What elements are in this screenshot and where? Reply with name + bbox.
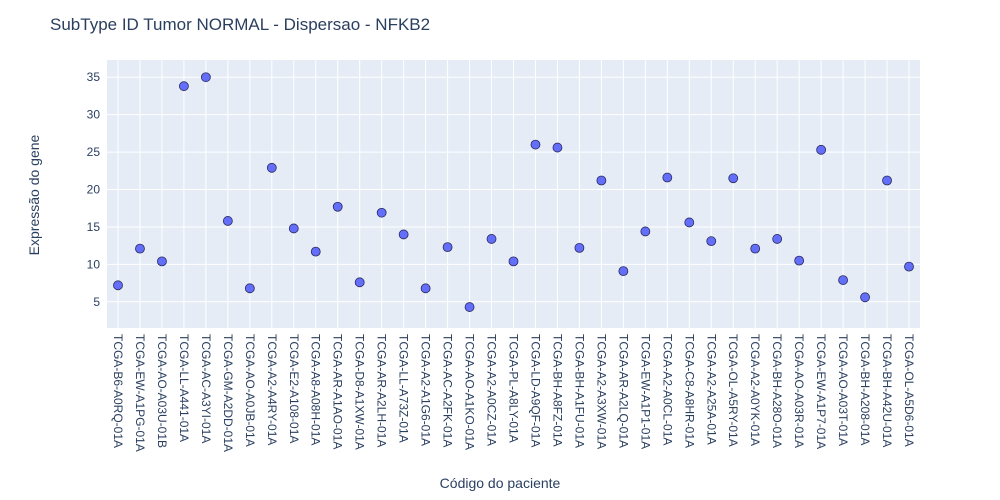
data-point (772, 234, 783, 244)
y-tick-label: 5 (93, 295, 100, 309)
x-tick-label: TCGA-AO-A03T-01A (836, 334, 850, 446)
data-point (530, 139, 541, 150)
data-point (222, 216, 233, 226)
x-tick-label: TCGA-LL-A73Z-01A (397, 334, 411, 443)
x-tick-label: TCGA-BH-A1FU-01A (572, 334, 586, 448)
x-tick-label: TCGA-E2-A108-01A (287, 334, 301, 443)
x-tick-label: TCGA-A2-A0CL-01A (660, 334, 674, 445)
data-point (794, 255, 805, 266)
data-point (684, 217, 695, 228)
x-tick-label: TCGA-GM-A2DD-01A (221, 334, 235, 452)
x-tick-label: TCGA-AC-A3YI-01A (199, 334, 213, 443)
x-tick-label: TCGA-AR-A2LQ-01A (616, 334, 630, 448)
data-point (288, 223, 299, 234)
x-tick-label: TCGA-A8-A08H-01A (309, 334, 323, 445)
x-tick-label: TCGA-A2-A4RY-01A (265, 334, 279, 445)
data-point (135, 243, 145, 254)
x-tick-label: TCGA-AC-A2FK-01A (441, 334, 455, 447)
data-point (750, 243, 761, 254)
x-tick-label: TCGA-C8-A8HR-01A (682, 334, 696, 448)
data-point (860, 292, 870, 303)
x-tick-label: TCGA-BH-A208-01A (858, 334, 872, 445)
y-tick-label: 15 (87, 220, 101, 234)
x-tick-label: TCGA-AO-A03R-01A (792, 334, 806, 448)
x-tick-label: TCGA-PL-A8LY-01A (507, 334, 521, 443)
x-tick-label: TCGA-BH-A8FZ-01A (550, 334, 564, 447)
x-tick-label: TCGA-BH-A28O-01A (770, 334, 784, 448)
x-axis-title: Código do paciente (440, 475, 561, 491)
y-tick-label: 20 (87, 183, 101, 197)
y-axis-ticks: 5 10 15 20 25 30 35 (87, 70, 101, 309)
data-point (640, 226, 651, 237)
x-tick-label: TCGA-EW-A1PG-01A (133, 334, 147, 452)
grid-lines (107, 60, 920, 328)
x-tick-label: TCGA-EW-A1P7-01A (814, 334, 828, 449)
data-point (332, 201, 343, 212)
x-tick-label: TCGA-BH-A42U-01A (880, 334, 894, 447)
data-point (882, 175, 892, 186)
data-point (244, 283, 255, 294)
data-point (200, 72, 211, 83)
x-tick-label: TCGA-A2-A1G6-01A (419, 334, 433, 446)
x-tick-label: TCGA-LL-A441-01A (177, 334, 191, 442)
data-point (113, 280, 123, 291)
data-point (838, 275, 848, 285)
y-tick-label: 30 (87, 108, 101, 122)
y-axis-title: Expressão do gene (26, 134, 42, 255)
x-axis-ticks: TCGA-B6-A0RQ-01A TCGA-EW-A1PG-01A TCGA-AO-… (111, 334, 916, 452)
chart-title: SubType ID Tumor NORMAL - Dispersao - NF… (50, 15, 430, 34)
data-point (552, 142, 563, 153)
data-point (442, 242, 453, 253)
x-tick-label: TCGA-B6-A0RQ-01A (111, 334, 125, 448)
data-point (354, 277, 365, 288)
x-tick-label: TCGA-OL-A5RY-01A (726, 334, 740, 447)
data-point (398, 229, 409, 240)
x-tick-label: TCGA-AO-A1KO-01A (463, 334, 477, 450)
data-points (113, 72, 914, 312)
data-point (486, 234, 497, 244)
data-point (179, 81, 189, 92)
x-tick-label: TCGA-AR-A2LH-01A (375, 334, 389, 447)
y-tick-label: 25 (87, 145, 101, 159)
x-tick-label: TCGA-A2-A3XW-01A (594, 334, 608, 449)
data-point (464, 302, 475, 312)
data-point (420, 283, 431, 294)
data-point (574, 242, 585, 253)
data-point (266, 162, 277, 173)
y-tick-label: 35 (87, 70, 101, 84)
y-tick-label: 10 (87, 257, 101, 271)
data-point (816, 144, 827, 155)
x-tick-label: TCGA-AR-A1AO-01A (331, 334, 345, 449)
x-tick-label: TCGA-AO-A03U-01B (155, 334, 169, 448)
x-tick-label: TCGA-D8-A1XW-01A (353, 334, 367, 450)
data-point (662, 172, 673, 183)
data-point (376, 207, 387, 218)
x-tick-label: TCGA-A2-A0YK-01A (748, 334, 762, 446)
x-tick-label: TCGA-EW-A1P1-01A (638, 334, 652, 449)
data-point (618, 266, 629, 277)
x-tick-label: TCGA-LD-A9QF-01A (528, 334, 542, 447)
data-point (157, 256, 167, 267)
x-tick-label: TCGA-A2-A25A-01A (704, 334, 718, 445)
data-point (706, 236, 717, 247)
x-tick-label: TCGA-OL-A5D6-01A (902, 334, 916, 447)
data-point (904, 261, 914, 272)
x-tick-label: TCGA-A2-A0CZ-01A (485, 334, 499, 446)
data-point (310, 246, 321, 257)
data-point (508, 256, 519, 267)
data-point (728, 173, 739, 184)
x-tick-label: TCGA-AO-A0JB-01A (243, 334, 257, 447)
data-point (596, 175, 607, 186)
